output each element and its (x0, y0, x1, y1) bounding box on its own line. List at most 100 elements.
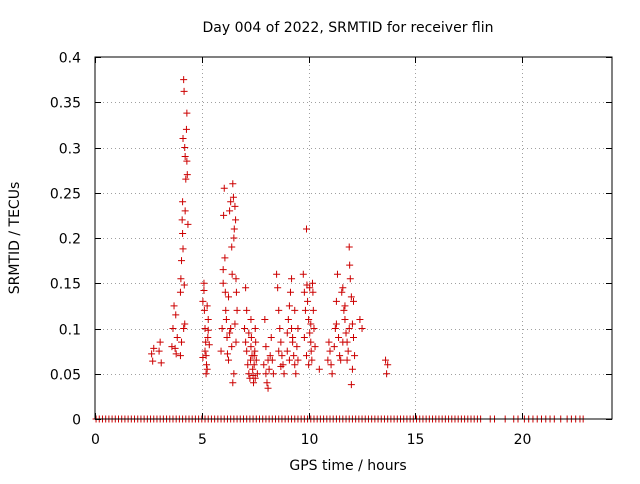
y-tick-label: 0.1 (59, 323, 81, 339)
data-point (182, 125, 190, 133)
data-point (307, 347, 315, 355)
data-point (217, 347, 225, 355)
data-point (304, 297, 312, 305)
data-point (277, 363, 285, 371)
data-point (301, 306, 309, 314)
data-point (225, 356, 233, 364)
data-point (311, 343, 319, 351)
gridlines (95, 57, 612, 419)
data-point (260, 361, 268, 369)
data-point (300, 288, 308, 296)
x-tick-label: 5 (198, 432, 207, 448)
data-point (307, 320, 315, 328)
data-point (309, 306, 317, 314)
data-point (183, 157, 191, 165)
data-point (179, 198, 187, 206)
data-point (199, 297, 207, 305)
data-point (341, 315, 349, 323)
data-point (347, 381, 355, 389)
data-point (326, 347, 334, 355)
data-point (148, 350, 156, 358)
data-point (247, 343, 255, 351)
data-point (294, 325, 302, 332)
data-point (346, 261, 354, 269)
data-point (171, 344, 179, 352)
data-point (223, 334, 231, 342)
data-point (333, 270, 341, 278)
data-point (384, 361, 392, 369)
data-point (249, 365, 257, 373)
data-point (250, 352, 258, 360)
y-axis-title: SRMTID / TECUs (7, 182, 23, 295)
data-point (226, 207, 234, 215)
data-point (181, 320, 189, 328)
data-point (346, 275, 354, 283)
data-point (155, 347, 163, 355)
data-point (285, 356, 293, 364)
data-point (176, 288, 184, 296)
data-point (344, 347, 352, 355)
y-tick-label: 0.25 (50, 187, 81, 203)
data-point (200, 279, 208, 287)
data-point (288, 275, 296, 283)
data-point (245, 370, 253, 378)
data-point (342, 329, 350, 337)
data-point (242, 284, 250, 292)
data-point (233, 306, 241, 314)
data-point (181, 144, 189, 151)
data-point (382, 356, 390, 364)
data-point (348, 320, 356, 328)
data-point (299, 270, 307, 278)
data-point (182, 175, 190, 183)
data-point (294, 356, 302, 364)
data-point (252, 338, 260, 346)
data-point (306, 284, 314, 292)
data-point (172, 350, 180, 358)
data-point (337, 356, 345, 364)
data-point (219, 279, 227, 287)
data-point (250, 361, 258, 369)
data-point (343, 356, 351, 364)
data-point (232, 338, 240, 346)
data-point (339, 284, 347, 292)
data-point (181, 207, 189, 215)
data-point (247, 315, 255, 323)
data-point (275, 306, 283, 314)
data-point (225, 293, 233, 301)
data-point (231, 202, 239, 210)
data-point (204, 326, 212, 334)
data-point (199, 353, 207, 361)
data-point (267, 334, 275, 342)
data-point (230, 234, 238, 242)
x-tick-label: 0 (91, 432, 100, 448)
data-point (180, 87, 188, 95)
data-point (168, 343, 176, 351)
data-point (221, 288, 229, 296)
data-point (253, 370, 261, 378)
data-point (229, 379, 237, 387)
data-point (176, 352, 184, 360)
data-point (292, 370, 300, 378)
data-point (261, 315, 269, 323)
data-point (178, 216, 186, 224)
data-point (266, 352, 274, 360)
data-point (308, 279, 316, 287)
data-point (268, 356, 276, 364)
data-point (227, 325, 235, 332)
data-point (332, 297, 340, 305)
data-point (180, 281, 188, 289)
data-point (150, 344, 158, 352)
data-point (203, 302, 211, 310)
axis-ticks: 0 0.05 0.1 0.15 0.2 0.25 0.3 0.35 0.4 0 5 10 15 20 (50, 51, 612, 448)
data-point (243, 347, 251, 355)
data-point (228, 343, 236, 351)
data-point (278, 352, 286, 360)
data-point (173, 334, 181, 342)
data-point (305, 315, 313, 323)
data-point (306, 329, 314, 337)
data-point (203, 365, 211, 373)
data-point (345, 325, 353, 332)
data-point (286, 288, 294, 296)
data-point (280, 370, 288, 378)
